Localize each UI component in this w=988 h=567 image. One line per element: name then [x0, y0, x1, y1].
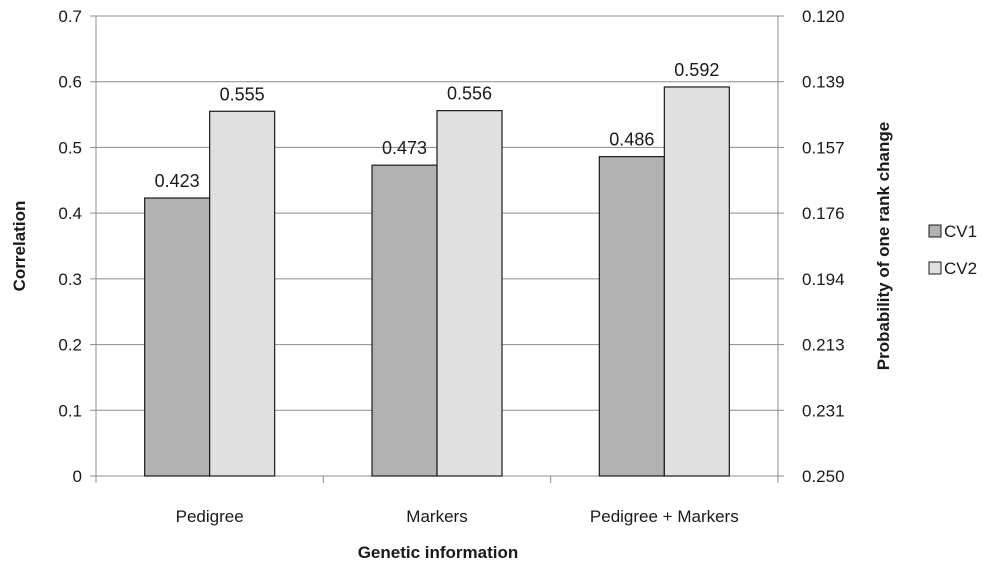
y2-tick-label: 0.120 [802, 7, 845, 26]
y2-tick-label: 0.250 [802, 467, 845, 486]
x-axis-ticks: Pedigree Markers Pedigree + Markers [95, 476, 779, 526]
y2-axis-title: Probability of one rank change [874, 122, 893, 370]
y-axis-ticks: 0 0.1 0.2 0.3 0.4 0.5 0.6 0.7 [58, 7, 96, 486]
data-label: 0.473 [382, 138, 427, 158]
legend-label-cv2: CV2 [944, 259, 977, 278]
x-tick-label: Markers [406, 507, 467, 526]
legend-swatch-cv2 [928, 261, 942, 275]
data-labels: 0.423 0.555 0.473 0.556 0.486 0.592 [155, 60, 720, 191]
bar-cv1-1 [144, 197, 211, 477]
bar-cv2-1 [209, 110, 276, 477]
legend: CV1 CV2 [928, 222, 977, 278]
bars [144, 86, 730, 477]
data-label: 0.555 [220, 84, 265, 104]
data-label: 0.486 [609, 130, 654, 150]
bar-cv2-2 [436, 110, 503, 477]
x-tick-label: Pedigree + Markers [590, 507, 739, 526]
y-tick-label: 0.2 [58, 336, 82, 355]
y-tick-label: 0 [73, 467, 82, 486]
data-label: 0.423 [155, 171, 200, 191]
x-axis-title: Genetic information [358, 543, 519, 562]
y-tick-label: 0.4 [58, 204, 82, 223]
y2-tick-label: 0.194 [802, 270, 845, 289]
data-label: 0.556 [447, 84, 492, 104]
bar-cv2-3 [663, 86, 730, 477]
y-tick-label: 0.1 [58, 401, 82, 420]
legend-label-cv1: CV1 [944, 222, 977, 241]
y2-axis-ticks: 0.250 0.231 0.213 0.194 0.176 0.157 0.139 0.120 [778, 7, 845, 486]
bar-cv1-2 [371, 164, 438, 477]
y-tick-label: 0.6 [58, 73, 82, 92]
y-tick-label: 0.7 [58, 7, 82, 26]
x-tick-label: Pedigree [176, 507, 244, 526]
y-axis-title: Correlation [10, 201, 29, 292]
legend-swatch-cv1 [928, 224, 942, 238]
y2-tick-label: 0.231 [802, 401, 845, 420]
y2-tick-label: 0.139 [802, 73, 845, 92]
y2-tick-label: 0.157 [802, 138, 845, 157]
y2-tick-label: 0.176 [802, 204, 845, 223]
y-tick-label: 0.3 [58, 270, 82, 289]
bar-cv1-3 [598, 156, 665, 477]
data-label: 0.592 [674, 60, 719, 80]
y-tick-label: 0.5 [58, 138, 82, 157]
y2-tick-label: 0.213 [802, 336, 845, 355]
